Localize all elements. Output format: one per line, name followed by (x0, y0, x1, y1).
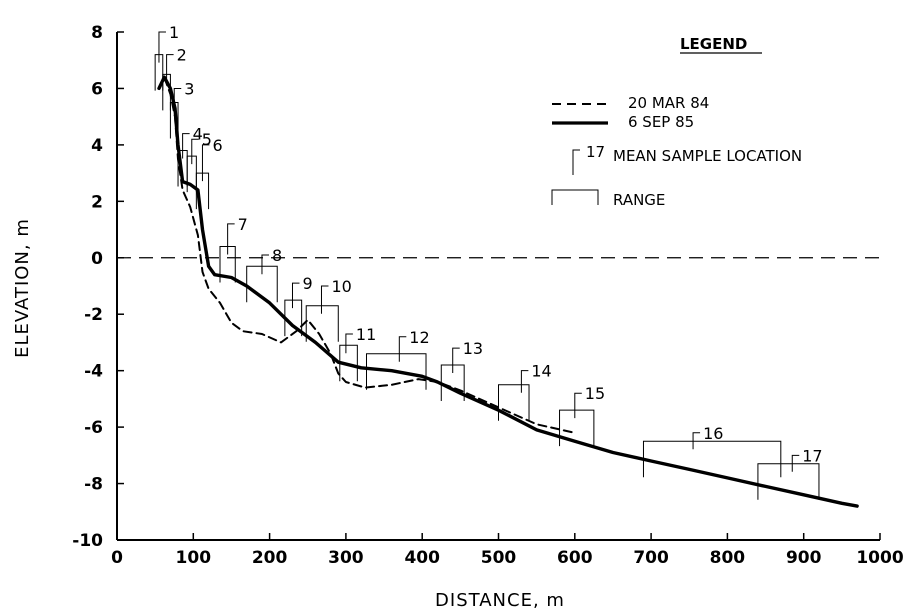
sample-label: 1 (169, 23, 179, 42)
sample-mean-marker (520, 370, 529, 393)
x-tick-label: 500 (481, 548, 517, 568)
y-tick-label: -10 (72, 531, 103, 551)
sample-range-bracket (559, 409, 595, 447)
sample-mean-marker (261, 254, 269, 275)
sample-mean-marker (191, 138, 199, 165)
x-tick-label: 200 (252, 548, 288, 568)
sample-label: 13 (463, 339, 483, 358)
y-tick-label: 8 (91, 23, 103, 43)
sample-11: 11 (339, 325, 376, 382)
sample-13: 13 (440, 339, 483, 402)
sample-17: 17 (757, 446, 823, 500)
sample-8: 8 (246, 246, 282, 303)
legend-sample-marker (572, 149, 580, 175)
y-tick-label: 2 (91, 192, 103, 212)
x-tick-label: 600 (557, 548, 593, 568)
sample-label: 14 (531, 362, 551, 381)
series-line-solid (157, 75, 859, 508)
sample-label: 11 (356, 325, 376, 344)
legend-sample-number: 17 (586, 143, 605, 161)
sample-10: 10 (305, 277, 352, 342)
sample-range-bracket (305, 305, 339, 342)
sample-label: 5 (202, 130, 212, 149)
y-tick-label: -4 (84, 362, 103, 382)
y-tick-label: 4 (91, 136, 103, 156)
sample-14: 14 (498, 362, 552, 421)
sample-7: 7 (219, 215, 248, 283)
y-tick-label: -8 (84, 475, 103, 495)
sample-mean-marker (692, 432, 701, 450)
sample-label: 6 (212, 136, 222, 155)
sample-mean-marker (320, 285, 329, 314)
sample-range-bracket (642, 440, 782, 478)
y-tick-label: -6 (84, 418, 103, 438)
x-tick-label: 800 (710, 548, 746, 568)
sample-mean-marker (166, 54, 174, 83)
sample-label: 4 (193, 125, 203, 144)
x-tick-label: 1000 (856, 548, 903, 568)
y-tick-label: -2 (84, 305, 103, 325)
sample-mean-marker (227, 223, 235, 255)
sample-mean-marker (791, 454, 800, 472)
sample-mean-marker (201, 144, 210, 182)
sample-range-bracket (498, 384, 530, 421)
legend-sample-text: MEAN SAMPLE LOCATION (613, 147, 802, 165)
x-tick-label: 300 (328, 548, 364, 568)
x-axis-title: DISTANCE, m (435, 590, 565, 611)
legend-range-text: RANGE (613, 191, 665, 209)
x-tick-label: 700 (633, 548, 669, 568)
sample-mean-marker (158, 31, 166, 63)
x-tick-label: 900 (786, 548, 822, 568)
sample-mean-marker (452, 347, 460, 374)
legend-dashed-label: 20 MAR 84 (628, 94, 709, 112)
x-tick-label: 0 (111, 548, 123, 568)
y-axis-ticks: 8 6 4 2 0 -2 -4 -6 -8 -10 (72, 23, 124, 551)
sample-label: 15 (585, 384, 605, 403)
sample-mean-marker (574, 392, 582, 419)
y-tick-label: 0 (91, 249, 103, 269)
sample-mean-marker (182, 133, 190, 159)
legend-range-marker (551, 189, 599, 205)
y-axis-title: ELEVATION, m (12, 218, 33, 358)
sample-label: 7 (238, 215, 248, 234)
sample-range-bracket (757, 463, 820, 500)
sample-15: 15 (559, 384, 605, 447)
x-axis-ticks: 0 100 200 300 400 500 600 700 800 900 1000 (111, 533, 904, 568)
sample-label: 9 (302, 274, 312, 293)
sample-mean-marker (398, 336, 407, 362)
sample-mean-marker (345, 333, 353, 354)
sample-label: 2 (177, 46, 187, 65)
sample-label: 16 (703, 424, 723, 443)
sample-label: 8 (272, 246, 282, 265)
sample-9: 9 (284, 274, 313, 337)
sample-range-bracket (366, 353, 427, 390)
sample-label: 3 (184, 79, 194, 98)
legend: LEGEND 20 MAR 84 6 SEP 85 17 MEAN SAMPLE… (551, 35, 802, 209)
sample-label: 17 (802, 446, 822, 465)
sample-mean-marker (291, 282, 300, 309)
x-tick-label: 100 (176, 548, 212, 568)
legend-title: LEGEND (680, 35, 747, 53)
x-tick-label: 400 (404, 548, 440, 568)
sample-1: 1 (154, 23, 179, 91)
sample-16: 16 (642, 424, 782, 478)
y-tick-label: 6 (91, 79, 103, 99)
sample-label: 10 (331, 277, 351, 296)
sample-label: 12 (409, 328, 429, 347)
sample-12: 12 (366, 328, 430, 390)
profile-series (157, 75, 859, 508)
legend-solid-label: 6 SEP 85 (628, 113, 694, 131)
